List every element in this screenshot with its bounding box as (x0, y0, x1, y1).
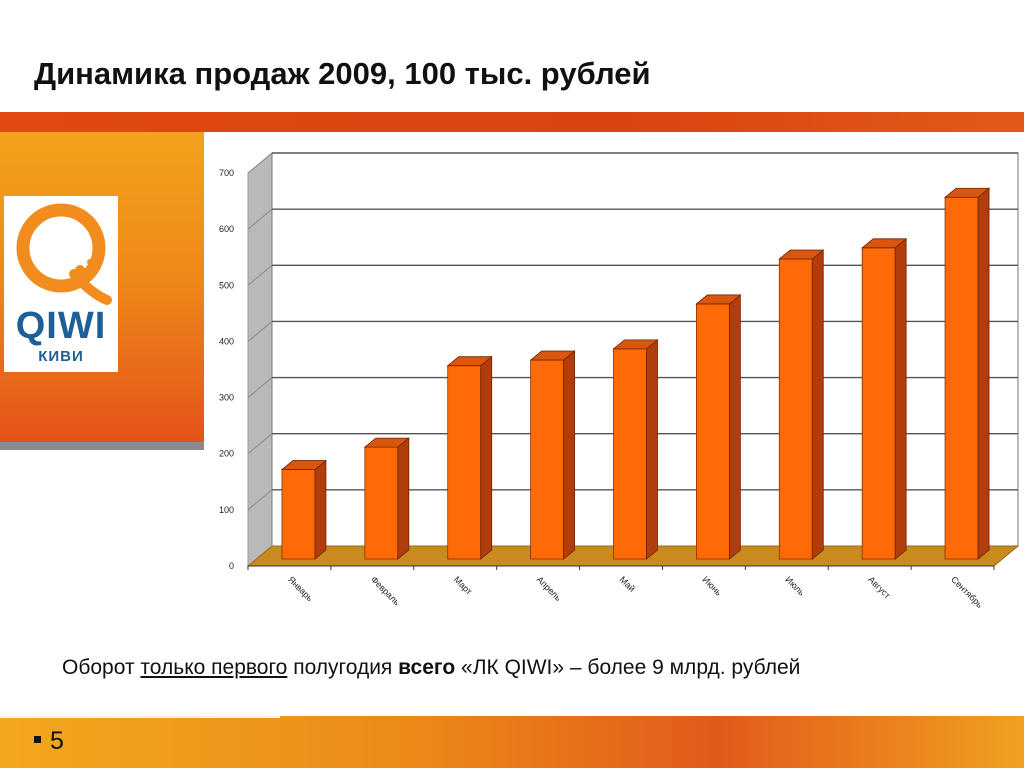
bar (778, 249, 825, 560)
y-tick-label: 500 (219, 280, 234, 290)
bar-side (397, 437, 410, 560)
gridline-wall (247, 208, 273, 230)
chart-left-wall (247, 151, 273, 568)
qiwi-logo-icon: QIWI КИВИ (16, 203, 112, 365)
bar-top (280, 460, 328, 470)
bar-side (646, 339, 658, 560)
bar (280, 459, 328, 560)
bar-side (977, 187, 990, 560)
bar-side (314, 459, 327, 560)
bar-top (943, 187, 991, 198)
page-number-text: 5 (50, 727, 64, 755)
bar (612, 339, 659, 560)
gridline-wall (247, 264, 273, 286)
bar-top (446, 356, 493, 367)
bar-top (529, 350, 576, 361)
y-tick-label: 700 (219, 168, 234, 178)
gridline-wall (247, 489, 273, 511)
bar (695, 294, 742, 560)
x-tick-label: Март (452, 574, 474, 596)
y-tick-label: 300 (219, 393, 234, 403)
bar-side (563, 350, 576, 560)
logo-brand-text: QIWI (16, 305, 107, 347)
bar-top (612, 339, 659, 350)
bar-top (363, 437, 410, 448)
sales-bar-chart: 0 100 200 300 400 500 600 700 Январь Февраль Март А… (219, 151, 1020, 610)
bar (363, 437, 410, 560)
slide-title: Динамика продаж 2009, 100 тыс. рублей (34, 56, 651, 91)
y-tick-label: 600 (219, 224, 234, 234)
bar-front (530, 359, 565, 560)
bar (861, 237, 908, 560)
caption-part-3: полугодия (287, 656, 399, 679)
logo-subtitle-text: КИВИ (38, 348, 84, 365)
caption-part-5: «ЛК QIWI» – более 9 млрд. рублей (455, 656, 801, 679)
bar (529, 350, 576, 560)
side-panel-shadow (0, 442, 204, 450)
gridline-wall (247, 377, 273, 398)
bar-front (364, 446, 399, 560)
bar-top (861, 238, 908, 249)
bar (446, 355, 493, 560)
caption-part-1: Оборот (62, 656, 141, 679)
y-tick-label: 0 (229, 561, 234, 571)
bar-front (778, 258, 813, 560)
bar-front (695, 303, 730, 560)
bar-top (778, 249, 825, 260)
bar-side (480, 355, 493, 560)
caption: Оборот только первого полугодия всего «Л… (62, 656, 800, 680)
top-accent-bar (0, 112, 1024, 132)
caption-underlined: только первого (140, 656, 288, 679)
caption-bold: всего (398, 656, 456, 679)
y-tick-label: 400 (219, 336, 234, 346)
bottom-accent-bar (0, 716, 1024, 768)
bullet-icon (34, 735, 41, 743)
bar-front (613, 348, 647, 560)
x-tick-label: Август (866, 574, 892, 600)
bar-front (447, 365, 482, 560)
bar-top (695, 294, 742, 305)
gridline-wall (247, 152, 273, 174)
x-tick-label: Июль (783, 574, 807, 598)
bar (943, 187, 991, 560)
bar-front (944, 196, 979, 560)
bar-side (894, 237, 907, 560)
bar-side (728, 294, 741, 560)
bottom-white-line (0, 716, 280, 718)
bar-side (811, 249, 824, 560)
chart-bars (280, 187, 991, 560)
gridline-wall (247, 321, 273, 342)
bar-front (861, 247, 896, 560)
y-tick-label: 100 (219, 505, 234, 515)
qiwi-logo: QIWI КИВИ (4, 196, 118, 372)
x-tick-label: Февраль (369, 574, 402, 607)
x-tick-label: Январь (286, 574, 315, 603)
x-tick-label: Апрель (535, 574, 564, 603)
y-tick-label: 200 (219, 449, 234, 459)
gridline-wall (247, 433, 273, 455)
x-tick-label: Июнь (700, 574, 723, 597)
page-number: 5 (34, 727, 64, 756)
bar-front (281, 469, 316, 560)
x-tick-label: Май (618, 574, 638, 594)
x-tick-label: Сентябрь (949, 574, 985, 610)
